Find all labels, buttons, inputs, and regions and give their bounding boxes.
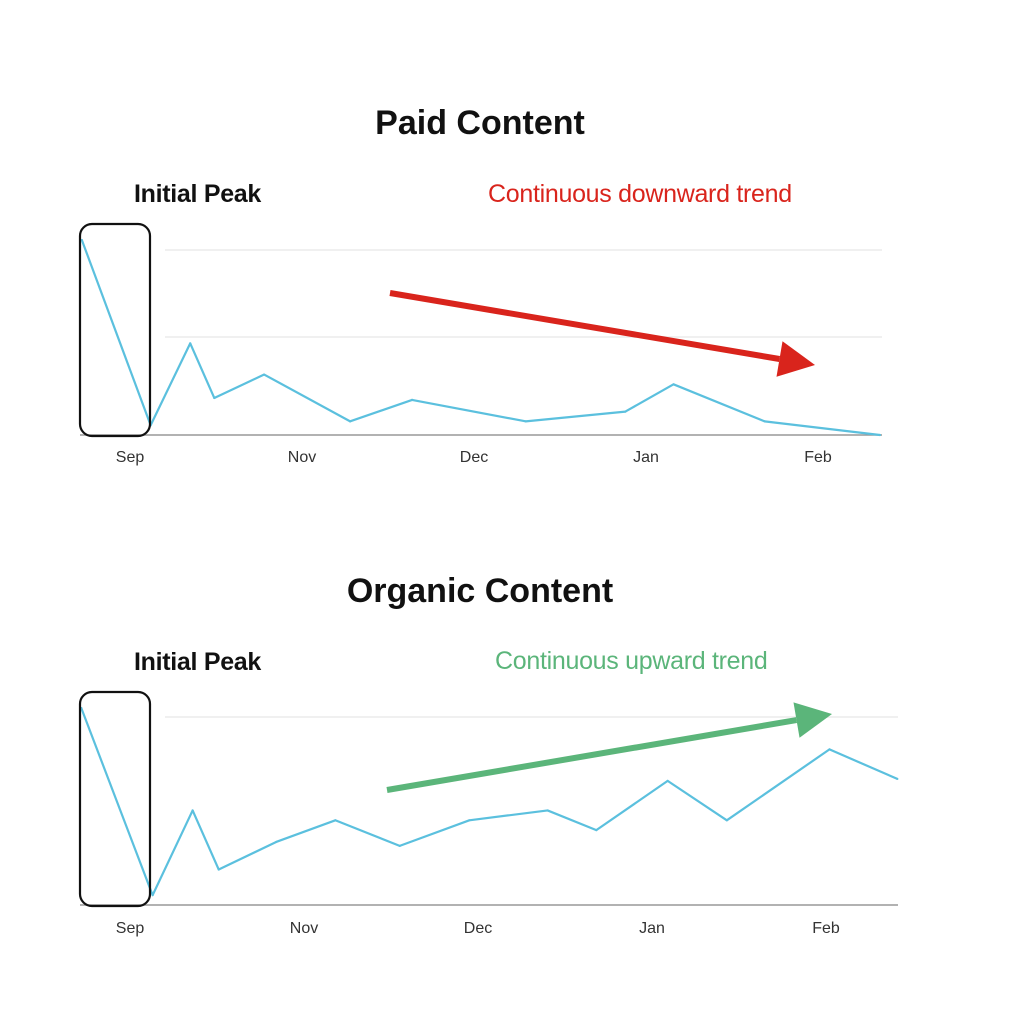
organic-trend-arrow-head — [793, 702, 832, 738]
organic-initial-peak-label: Initial Peak — [134, 648, 262, 676]
paid-series-line — [80, 239, 881, 437]
organic-data-point — [398, 844, 401, 848]
organic-data-point — [191, 809, 194, 812]
paid-data-point — [672, 383, 675, 386]
paid-tick-label: Sep — [116, 449, 145, 466]
organic-tick-label: Sep — [116, 920, 145, 937]
organic-data-point — [546, 809, 549, 812]
paid-trend-arrow-head — [776, 341, 815, 377]
organic-data-point — [595, 829, 598, 832]
organic-chart-title: Organic Content — [346, 572, 614, 610]
paid-initial-peak-box — [78, 222, 152, 438]
paid-data-point — [213, 396, 216, 400]
organic-data-point — [828, 748, 831, 751]
paid-data-point — [878, 433, 882, 437]
organic-data-point — [468, 819, 471, 822]
paid-data-point — [80, 238, 83, 242]
paid-tick-label: Nov — [288, 449, 316, 466]
organic-data-point — [666, 779, 669, 782]
paid-data-point — [410, 398, 414, 401]
paid-chart-title: Paid Content — [375, 104, 585, 142]
organic-data-point — [217, 868, 220, 871]
paid-data-point — [189, 342, 192, 345]
paid-initial-peak-label: Initial Peak — [134, 180, 262, 208]
paid-data-point — [263, 373, 266, 376]
paid-tick-label: Feb — [804, 449, 832, 466]
paid-tick-label: Dec — [460, 449, 488, 466]
organic-data-point — [151, 894, 154, 897]
paid-trend-label: Continuous downward trend — [488, 180, 792, 208]
organic-data-point — [275, 840, 278, 844]
organic-series-line — [80, 707, 898, 897]
paid-data-point — [524, 420, 527, 423]
organic-tick-label: Jan — [639, 920, 665, 937]
paid-data-point — [624, 410, 627, 413]
organic-tick-label: Nov — [290, 920, 318, 937]
organic-initial-peak-box — [78, 690, 152, 908]
organic-trend-label: Continuous upward trend — [495, 647, 768, 675]
paid-data-point — [763, 420, 766, 423]
paid-trend-arrow-shaft — [389, 290, 781, 362]
organic-tick-label: Feb — [812, 920, 840, 937]
organic-data-point — [896, 777, 899, 781]
paid-tick-label: Jan — [633, 449, 659, 466]
organic-data-point — [334, 819, 337, 822]
organic-trend-arrow-shaft — [386, 717, 798, 793]
organic-data-point — [725, 819, 728, 822]
paid-data-point — [349, 420, 352, 423]
organic-tick-label: Dec — [464, 920, 492, 937]
